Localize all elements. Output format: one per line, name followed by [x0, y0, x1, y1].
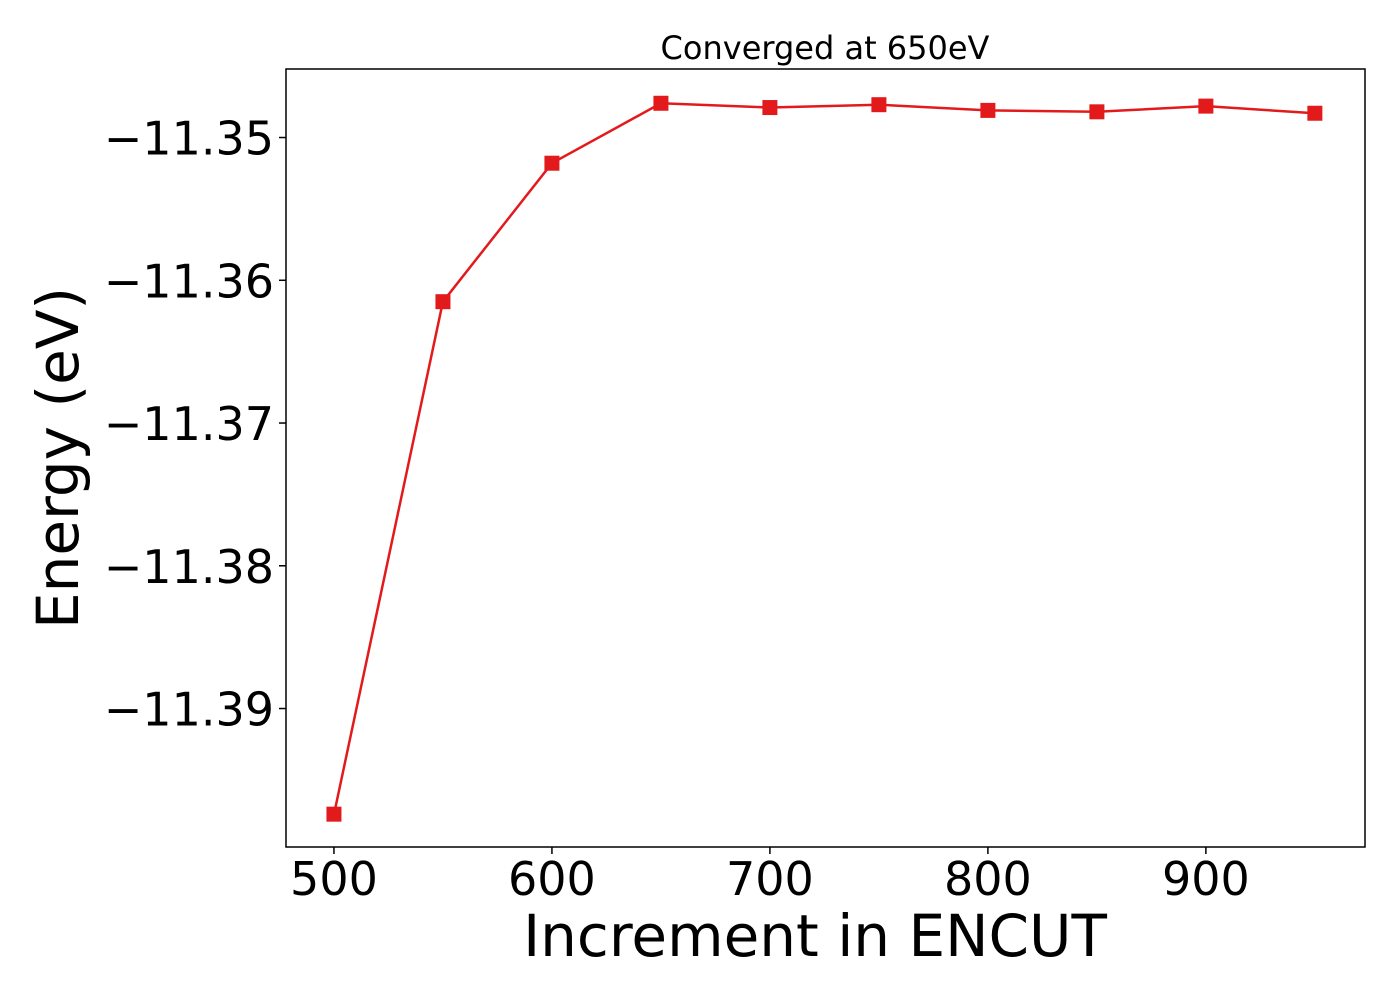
- x-tick-label: 700: [726, 852, 814, 906]
- plot-frame: [285, 68, 1366, 848]
- data-point: [1198, 98, 1214, 114]
- series-line: [332, 102, 1315, 815]
- data-point: [871, 97, 887, 113]
- chart-title: Converged at 650eV: [661, 29, 990, 67]
- x-tick-label: 500: [290, 852, 378, 906]
- x-tick-label: 600: [508, 852, 596, 906]
- data-point: [980, 102, 996, 118]
- x-tick-label: 900: [1162, 852, 1250, 906]
- x-tick-label: 800: [944, 852, 1032, 906]
- data-point: [326, 806, 342, 822]
- data-point: [544, 155, 560, 171]
- x-axis-title: Increment in ENCUT: [523, 902, 1107, 970]
- y-tick-label: −11.35: [104, 112, 274, 166]
- y-tick-label: −11.38: [104, 540, 274, 594]
- data-point: [762, 100, 778, 116]
- y-tick-label: −11.39: [104, 683, 274, 737]
- plot-area: 500 600 700 800 900 −11.39 −11.38 −11.37 −11.36 −…: [104, 68, 1366, 906]
- data-point: [1089, 104, 1105, 120]
- data-point: [435, 294, 451, 310]
- y-axis-title: Energy (eV): [24, 287, 92, 629]
- y-tick-label: −11.37: [104, 397, 274, 451]
- data-point: [653, 95, 669, 111]
- data-point: [1307, 105, 1323, 121]
- y-tick-label: −11.36: [104, 254, 274, 308]
